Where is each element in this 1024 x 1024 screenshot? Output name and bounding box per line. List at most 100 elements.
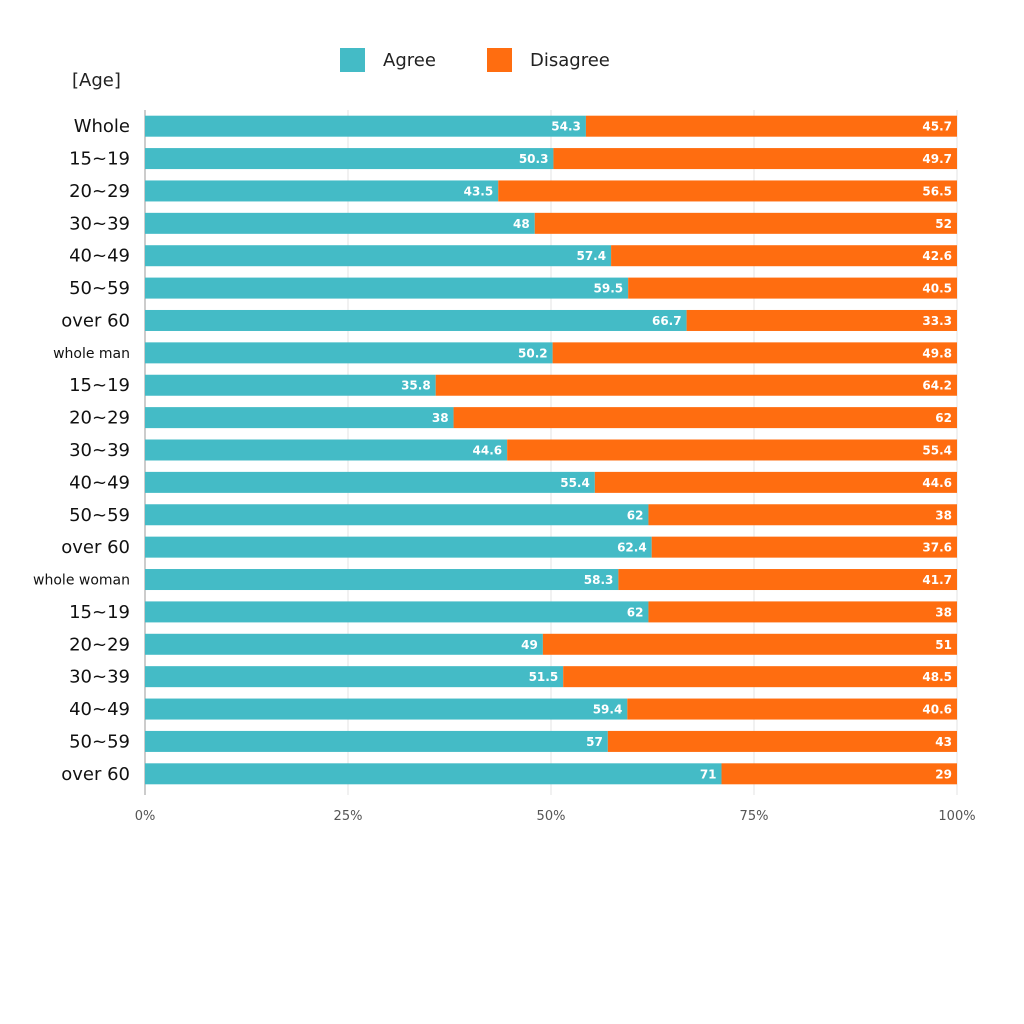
- bar-agree: [145, 277, 629, 299]
- bar-agree: [145, 309, 687, 331]
- bar-agree: [145, 115, 586, 137]
- data-label-disagree: 41.7: [922, 573, 952, 587]
- bar-agree: [145, 763, 722, 785]
- data-label-agree: 49: [521, 638, 538, 652]
- bar-agree: [145, 536, 652, 558]
- bar-disagree: [498, 180, 957, 202]
- data-label-agree: 55.4: [560, 476, 590, 490]
- bar-agree: [145, 245, 612, 267]
- category-label: 15~19: [69, 149, 130, 170]
- bars: 54.3 45.7 50.3 49.7 43.5 56.5 48 52 57.4 42.6 59.5…: [145, 115, 957, 785]
- data-label-agree: 58.3: [584, 573, 614, 587]
- bar-disagree: [435, 374, 957, 396]
- data-label-agree: 50.3: [519, 152, 549, 166]
- x-axis-ticks: 0% 25% 50% 75% 100%: [135, 809, 976, 824]
- category-label: 50~59: [69, 505, 130, 526]
- data-label-agree: 59.5: [594, 282, 624, 296]
- bar-agree: [145, 212, 535, 234]
- bar-disagree: [651, 536, 957, 558]
- category-label: over 60: [61, 310, 130, 331]
- bar-disagree: [552, 342, 957, 364]
- data-label-agree: 57.4: [576, 249, 606, 263]
- bar-disagree: [618, 569, 957, 591]
- data-label-disagree: 43: [935, 735, 952, 749]
- category-label: 20~29: [69, 181, 130, 202]
- bar-disagree: [585, 115, 957, 137]
- bar-agree: [145, 601, 649, 623]
- data-label-agree: 43.5: [464, 184, 494, 198]
- bar-agree: [145, 698, 628, 720]
- x-tick-label: 25%: [334, 809, 363, 824]
- category-labels: Whole 15~19 20~29 30~39 40~49 50~59 over 60 who…: [33, 116, 130, 785]
- data-label-disagree: 55.4: [922, 444, 952, 458]
- category-label: 20~29: [69, 634, 130, 655]
- bar-agree: [145, 374, 436, 396]
- data-label-agree: 38: [432, 411, 449, 425]
- legend-label-agree: Agree: [383, 50, 436, 71]
- bar-disagree: [607, 730, 957, 752]
- data-label-disagree: 49.8: [922, 346, 952, 360]
- category-label: 40~49: [69, 246, 130, 267]
- bar-agree: [145, 666, 564, 688]
- y-axis-title: [Age]: [72, 70, 121, 91]
- category-label: 30~39: [69, 440, 130, 461]
- legend-swatch-disagree: [487, 48, 512, 72]
- bar-agree: [145, 180, 499, 202]
- x-tick-label: 75%: [740, 809, 769, 824]
- data-label-disagree: 45.7: [922, 120, 952, 134]
- category-label: whole man: [53, 346, 130, 362]
- data-label-disagree: 52: [935, 217, 952, 231]
- bar-disagree: [542, 633, 957, 655]
- data-label-disagree: 38: [935, 605, 952, 619]
- data-label-disagree: 37.6: [922, 541, 952, 555]
- bar-disagree: [648, 601, 957, 623]
- data-label-disagree: 49.7: [922, 152, 952, 166]
- bar-agree: [145, 504, 649, 526]
- data-label-disagree: 33.3: [922, 314, 952, 328]
- data-label-disagree: 40.6: [922, 703, 952, 717]
- category-label: whole woman: [33, 573, 130, 589]
- data-label-disagree: 62: [935, 411, 952, 425]
- legend: Agree Disagree: [340, 48, 610, 72]
- data-label-disagree: 48.5: [922, 670, 952, 684]
- data-label-agree: 35.8: [401, 379, 431, 393]
- category-label: over 60: [61, 764, 130, 785]
- bar-disagree: [563, 666, 957, 688]
- x-tick-label: 50%: [537, 809, 566, 824]
- data-label-disagree: 44.6: [922, 476, 952, 490]
- bar-disagree: [628, 277, 957, 299]
- data-label-agree: 54.3: [551, 120, 581, 134]
- data-label-disagree: 56.5: [922, 184, 952, 198]
- data-label-agree: 48: [513, 217, 530, 231]
- data-label-disagree: 51: [935, 638, 952, 652]
- category-label: 15~19: [69, 375, 130, 396]
- data-label-agree: 62: [627, 605, 644, 619]
- legend-swatch-agree: [340, 48, 365, 72]
- bar-agree: [145, 148, 554, 170]
- bar-agree: [145, 569, 619, 591]
- data-label-agree: 59.4: [593, 703, 623, 717]
- bar-agree: [145, 439, 508, 461]
- category-label: 30~39: [69, 213, 130, 234]
- data-label-agree: 44.6: [473, 444, 503, 458]
- category-label: 40~49: [69, 699, 130, 720]
- data-label-agree: 62: [627, 508, 644, 522]
- bar-disagree: [686, 309, 957, 331]
- bar-agree: [145, 730, 608, 752]
- bar-agree: [145, 407, 454, 429]
- bar-disagree: [507, 439, 957, 461]
- data-label-disagree: 42.6: [922, 249, 952, 263]
- data-label-agree: 71: [700, 767, 717, 781]
- category-label: Whole: [74, 116, 130, 137]
- bar-disagree: [453, 407, 957, 429]
- bar-disagree: [648, 504, 957, 526]
- data-label-agree: 50.2: [518, 346, 548, 360]
- bar-disagree: [611, 245, 957, 267]
- category-label: over 60: [61, 537, 130, 558]
- data-label-disagree: 29: [935, 767, 952, 781]
- legend-label-disagree: Disagree: [530, 50, 610, 71]
- category-label: 50~59: [69, 731, 130, 752]
- bar-disagree: [627, 698, 957, 720]
- category-label: 40~49: [69, 472, 130, 493]
